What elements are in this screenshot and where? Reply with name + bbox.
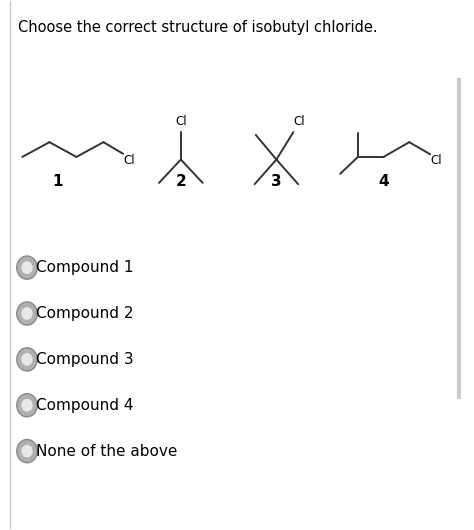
Circle shape xyxy=(21,445,33,457)
Text: 4: 4 xyxy=(378,174,389,189)
Text: Choose the correct structure of isobutyl chloride.: Choose the correct structure of isobutyl… xyxy=(18,20,377,35)
Text: Compound 4: Compound 4 xyxy=(36,398,134,413)
Text: Cl: Cl xyxy=(431,154,442,167)
Text: 1: 1 xyxy=(52,174,63,189)
Text: Cl: Cl xyxy=(294,115,305,128)
Text: Compound 1: Compound 1 xyxy=(36,260,134,275)
Circle shape xyxy=(17,302,37,325)
Circle shape xyxy=(17,348,37,371)
Circle shape xyxy=(21,353,33,366)
Text: None of the above: None of the above xyxy=(36,444,178,458)
Text: Cl: Cl xyxy=(175,115,187,128)
Circle shape xyxy=(17,439,37,463)
Text: Compound 2: Compound 2 xyxy=(36,306,134,321)
Text: Compound 3: Compound 3 xyxy=(36,352,134,367)
Circle shape xyxy=(21,399,33,412)
Text: 3: 3 xyxy=(271,174,282,189)
Circle shape xyxy=(17,394,37,417)
Circle shape xyxy=(21,307,33,320)
Text: Cl: Cl xyxy=(124,154,135,167)
Text: 2: 2 xyxy=(175,174,186,189)
Circle shape xyxy=(17,256,37,279)
Circle shape xyxy=(21,261,33,274)
